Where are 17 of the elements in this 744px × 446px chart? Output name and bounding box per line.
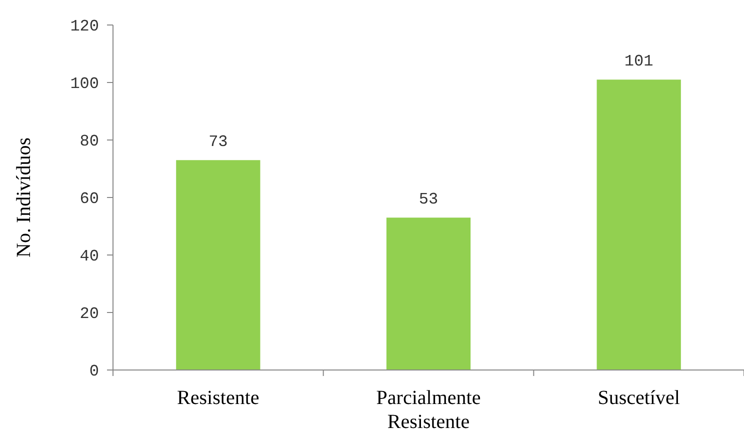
x-tick-label: Suscetível bbox=[598, 387, 680, 409]
y-tick-label: 80 bbox=[80, 132, 99, 151]
data-label: 101 bbox=[624, 52, 654, 71]
x-tick-label: Resistente bbox=[177, 387, 260, 409]
bar bbox=[386, 218, 471, 370]
y-tick-label: 40 bbox=[80, 248, 99, 266]
bar bbox=[596, 80, 681, 370]
y-tick-label: 60 bbox=[80, 190, 99, 208]
y-tick-label: 100 bbox=[70, 75, 99, 94]
y-axis-title: No. Indivíduos bbox=[13, 137, 35, 258]
bar bbox=[176, 160, 260, 370]
data-label: 53 bbox=[418, 190, 438, 209]
x-tick-label: Parcialmente Resistente bbox=[376, 387, 481, 433]
y-tick-label: 20 bbox=[80, 305, 99, 324]
y-tick-label: 120 bbox=[70, 18, 99, 36]
y-tick-label: 0 bbox=[89, 362, 99, 381]
data-label: 73 bbox=[208, 133, 228, 152]
